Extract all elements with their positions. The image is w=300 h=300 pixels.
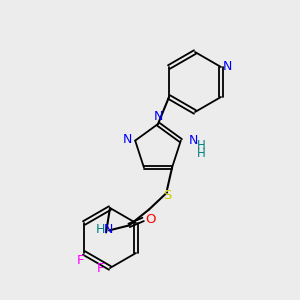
Text: N: N [122, 133, 132, 146]
Text: F: F [76, 254, 84, 268]
Text: N: N [103, 223, 113, 236]
Text: N: N [153, 110, 163, 122]
Text: N: N [189, 134, 198, 147]
Text: N: N [222, 61, 232, 74]
Text: H: H [95, 223, 105, 236]
Text: O: O [145, 213, 155, 226]
Text: H: H [196, 139, 205, 152]
Text: H: H [196, 147, 205, 160]
Text: S: S [163, 189, 171, 202]
Text: F: F [96, 262, 104, 275]
